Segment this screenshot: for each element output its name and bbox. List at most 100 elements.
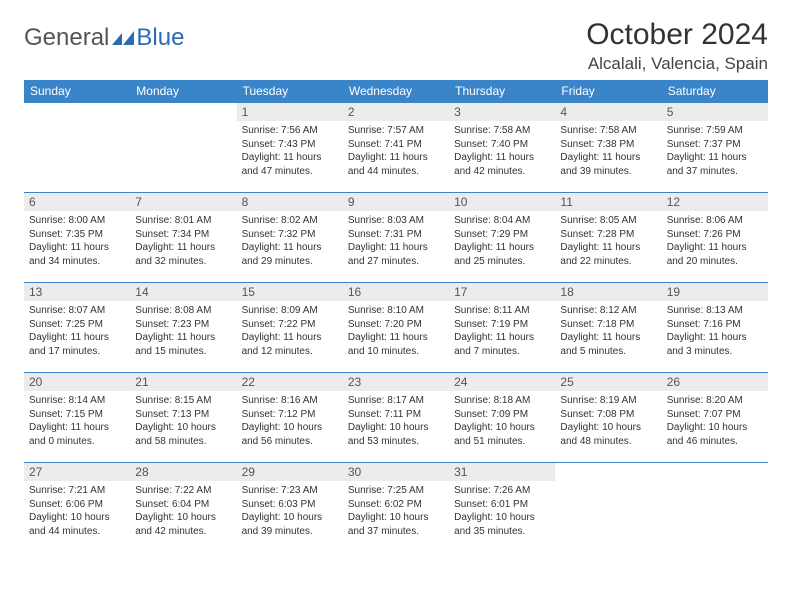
calendar-cell: 3Sunrise: 7:58 AMSunset: 7:40 PMDaylight… — [449, 103, 555, 193]
day-line-sr: Sunrise: 7:21 AM — [29, 484, 125, 498]
day-line-dl2: and 27 minutes. — [348, 255, 444, 269]
day-number: 20 — [24, 373, 130, 391]
day-body: Sunrise: 7:58 AMSunset: 7:40 PMDaylight:… — [449, 121, 555, 180]
day-line-ss: Sunset: 7:08 PM — [560, 408, 656, 422]
day-line-ss: Sunset: 7:23 PM — [135, 318, 231, 332]
calendar-cell: 7Sunrise: 8:01 AMSunset: 7:34 PMDaylight… — [130, 193, 236, 283]
day-line-sr: Sunrise: 8:15 AM — [135, 394, 231, 408]
day-line-ss: Sunset: 7:16 PM — [667, 318, 763, 332]
day-body: Sunrise: 7:22 AMSunset: 6:04 PMDaylight:… — [130, 481, 236, 540]
page-title: October 2024 — [586, 18, 768, 52]
calendar-cell: 11Sunrise: 8:05 AMSunset: 7:28 PMDayligh… — [555, 193, 661, 283]
day-body: Sunrise: 8:17 AMSunset: 7:11 PMDaylight:… — [343, 391, 449, 450]
day-line-sr: Sunrise: 8:14 AM — [29, 394, 125, 408]
header: General Blue October 2024 Alcalali, Vale… — [24, 18, 768, 74]
day-header: Monday — [130, 80, 236, 103]
day-line-sr: Sunrise: 8:19 AM — [560, 394, 656, 408]
day-line-dl1: Daylight: 11 hours — [135, 331, 231, 345]
day-line-dl1: Daylight: 10 hours — [560, 421, 656, 435]
calendar-cell: 18Sunrise: 8:12 AMSunset: 7:18 PMDayligh… — [555, 283, 661, 373]
day-body: Sunrise: 8:20 AMSunset: 7:07 PMDaylight:… — [662, 391, 768, 450]
day-line-ss: Sunset: 7:11 PM — [348, 408, 444, 422]
day-number: 9 — [343, 193, 449, 211]
day-line-sr: Sunrise: 8:10 AM — [348, 304, 444, 318]
day-line-dl2: and 25 minutes. — [454, 255, 550, 269]
day-header-row: SundayMondayTuesdayWednesdayThursdayFrid… — [24, 80, 768, 103]
day-line-ss: Sunset: 7:20 PM — [348, 318, 444, 332]
day-line-sr: Sunrise: 7:58 AM — [454, 124, 550, 138]
day-line-dl2: and 42 minutes. — [135, 525, 231, 539]
day-number: 16 — [343, 283, 449, 301]
day-line-dl2: and 47 minutes. — [242, 165, 338, 179]
day-line-sr: Sunrise: 8:12 AM — [560, 304, 656, 318]
day-line-sr: Sunrise: 8:16 AM — [242, 394, 338, 408]
calendar-cell — [24, 103, 130, 193]
day-body: Sunrise: 8:04 AMSunset: 7:29 PMDaylight:… — [449, 211, 555, 270]
day-line-ss: Sunset: 7:15 PM — [29, 408, 125, 422]
calendar-cell: 14Sunrise: 8:08 AMSunset: 7:23 PMDayligh… — [130, 283, 236, 373]
day-line-sr: Sunrise: 7:57 AM — [348, 124, 444, 138]
day-number: 10 — [449, 193, 555, 211]
day-line-dl2: and 5 minutes. — [560, 345, 656, 359]
day-line-dl1: Daylight: 11 hours — [560, 331, 656, 345]
day-line-ss: Sunset: 7:19 PM — [454, 318, 550, 332]
day-body: Sunrise: 7:56 AMSunset: 7:43 PMDaylight:… — [237, 121, 343, 180]
day-line-dl1: Daylight: 10 hours — [29, 511, 125, 525]
day-line-ss: Sunset: 7:43 PM — [242, 138, 338, 152]
day-line-sr: Sunrise: 8:02 AM — [242, 214, 338, 228]
day-line-dl2: and 32 minutes. — [135, 255, 231, 269]
day-line-dl2: and 46 minutes. — [667, 435, 763, 449]
day-header: Tuesday — [237, 80, 343, 103]
day-line-dl1: Daylight: 10 hours — [667, 421, 763, 435]
day-line-dl2: and 39 minutes. — [560, 165, 656, 179]
day-number: 11 — [555, 193, 661, 211]
day-line-dl1: Daylight: 11 hours — [454, 331, 550, 345]
day-line-ss: Sunset: 7:32 PM — [242, 228, 338, 242]
calendar-cell: 5Sunrise: 7:59 AMSunset: 7:37 PMDaylight… — [662, 103, 768, 193]
day-line-dl1: Daylight: 10 hours — [242, 511, 338, 525]
day-body: Sunrise: 8:05 AMSunset: 7:28 PMDaylight:… — [555, 211, 661, 270]
calendar-cell: 25Sunrise: 8:19 AMSunset: 7:08 PMDayligh… — [555, 373, 661, 463]
day-line-sr: Sunrise: 7:23 AM — [242, 484, 338, 498]
day-line-sr: Sunrise: 8:08 AM — [135, 304, 231, 318]
day-body: Sunrise: 8:00 AMSunset: 7:35 PMDaylight:… — [24, 211, 130, 270]
day-number: 12 — [662, 193, 768, 211]
day-header: Wednesday — [343, 80, 449, 103]
day-line-dl2: and 48 minutes. — [560, 435, 656, 449]
calendar-cell: 30Sunrise: 7:25 AMSunset: 6:02 PMDayligh… — [343, 463, 449, 553]
calendar-cell: 22Sunrise: 8:16 AMSunset: 7:12 PMDayligh… — [237, 373, 343, 463]
day-line-ss: Sunset: 7:40 PM — [454, 138, 550, 152]
day-body: Sunrise: 7:58 AMSunset: 7:38 PMDaylight:… — [555, 121, 661, 180]
day-line-ss: Sunset: 7:13 PM — [135, 408, 231, 422]
day-line-ss: Sunset: 7:37 PM — [667, 138, 763, 152]
logo-text-1: General — [24, 24, 109, 52]
day-number: 28 — [130, 463, 236, 481]
day-line-dl2: and 3 minutes. — [667, 345, 763, 359]
day-body: Sunrise: 8:18 AMSunset: 7:09 PMDaylight:… — [449, 391, 555, 450]
day-number: 24 — [449, 373, 555, 391]
day-line-dl1: Daylight: 10 hours — [242, 421, 338, 435]
day-header: Saturday — [662, 80, 768, 103]
day-line-dl2: and 22 minutes. — [560, 255, 656, 269]
day-line-ss: Sunset: 6:06 PM — [29, 498, 125, 512]
day-line-sr: Sunrise: 8:09 AM — [242, 304, 338, 318]
day-line-sr: Sunrise: 8:20 AM — [667, 394, 763, 408]
day-number: 27 — [24, 463, 130, 481]
calendar-cell: 28Sunrise: 7:22 AMSunset: 6:04 PMDayligh… — [130, 463, 236, 553]
day-body: Sunrise: 8:08 AMSunset: 7:23 PMDaylight:… — [130, 301, 236, 360]
calendar-cell — [130, 103, 236, 193]
day-number: 13 — [24, 283, 130, 301]
day-line-dl1: Daylight: 10 hours — [454, 511, 550, 525]
day-body: Sunrise: 8:02 AMSunset: 7:32 PMDaylight:… — [237, 211, 343, 270]
day-header: Friday — [555, 80, 661, 103]
day-body: Sunrise: 8:15 AMSunset: 7:13 PMDaylight:… — [130, 391, 236, 450]
day-header: Sunday — [24, 80, 130, 103]
day-line-dl1: Daylight: 11 hours — [454, 241, 550, 255]
day-number: 1 — [237, 103, 343, 121]
day-line-dl2: and 7 minutes. — [454, 345, 550, 359]
day-body: Sunrise: 7:59 AMSunset: 7:37 PMDaylight:… — [662, 121, 768, 180]
day-line-dl2: and 56 minutes. — [242, 435, 338, 449]
day-line-ss: Sunset: 7:26 PM — [667, 228, 763, 242]
calendar-cell — [555, 463, 661, 553]
day-line-ss: Sunset: 7:34 PM — [135, 228, 231, 242]
